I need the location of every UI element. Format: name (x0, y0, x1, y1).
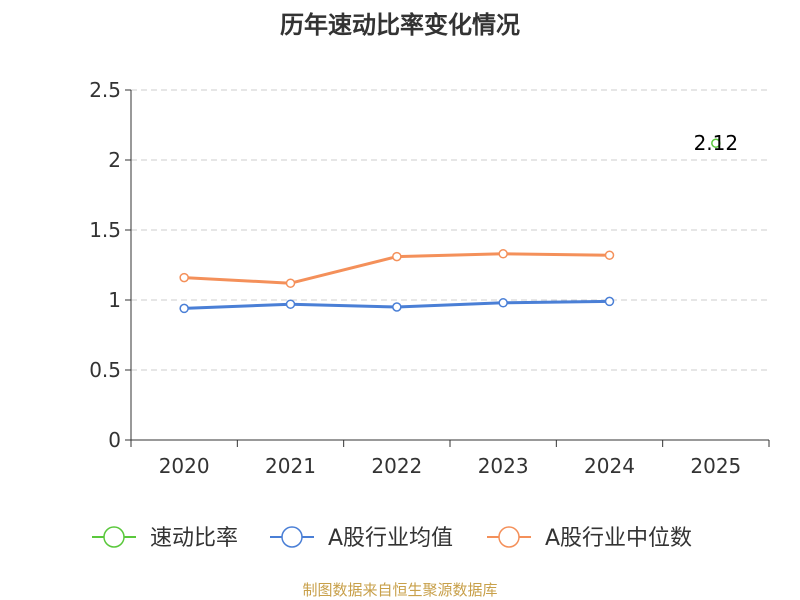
chart-title: 历年速动比率变化情况 (280, 11, 520, 39)
y-tick-label: 0 (108, 428, 121, 452)
data-point (179, 303, 189, 314)
series-0: 2.12 (694, 131, 739, 155)
data-point (711, 138, 721, 148)
y-tick-label: 0.5 (89, 358, 121, 382)
data-point (498, 249, 508, 259)
legend[interactable]: 速动比率 A股行业均值 A股行业中位数 (92, 526, 692, 551)
x-tick-label: 2025 (690, 454, 741, 478)
data-point (285, 299, 296, 309)
y-tick-label: 2.5 (89, 78, 121, 102)
series-layer: 2.12 (179, 131, 739, 314)
legend-label: A股行业中位数 (545, 526, 692, 551)
grid-lines (131, 89, 769, 371)
x-tick-label: 2021 (265, 454, 316, 478)
x-tick-label: 2024 (584, 454, 635, 478)
y-tick-label: 2 (108, 148, 121, 172)
data-point (498, 298, 508, 308)
data-point (392, 251, 402, 262)
data-point (604, 250, 615, 260)
y-tick-label: 1 (108, 288, 121, 312)
legend-item-2[interactable]: A股行业中位数 (487, 526, 692, 551)
x-tick-label: 2020 (159, 454, 210, 478)
legend-item-0[interactable]: 速动比率 (92, 526, 238, 551)
x-tick-label: 2023 (478, 454, 529, 478)
series-2 (179, 249, 615, 288)
legend-item-1[interactable]: A股行业均值 (270, 526, 453, 551)
legend-label: A股行业均值 (328, 526, 453, 551)
data-label: 2.12 (694, 131, 739, 155)
data-source-note: 制图数据来自恒生聚源数据库 (302, 581, 497, 599)
legend-swatch-marker (281, 526, 303, 548)
y-tick-label: 1.5 (89, 218, 121, 242)
legend-swatch-marker (498, 526, 520, 548)
data-point (604, 296, 615, 307)
legend-label: 速动比率 (150, 526, 238, 551)
data-point (179, 272, 189, 283)
legend-swatch-marker (103, 526, 125, 548)
x-tick-label: 2022 (371, 454, 422, 478)
data-point (285, 278, 296, 288)
data-point (392, 302, 402, 312)
axes: 0 0.5 1 1.5 2 2.5 2020 2021 2022 2023 2024 2025 (89, 78, 770, 478)
series-1 (179, 296, 615, 314)
